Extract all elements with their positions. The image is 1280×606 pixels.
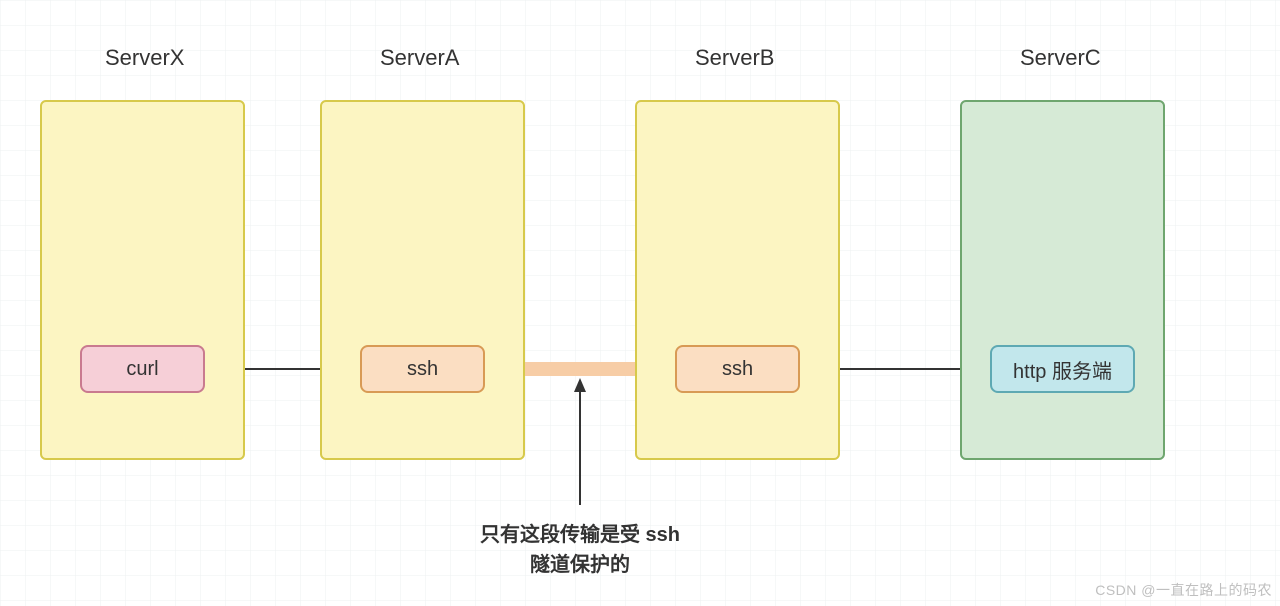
- server-a-label: ServerA: [380, 45, 459, 71]
- server-b-label: ServerB: [695, 45, 774, 71]
- diagram-canvas: ServerX ServerA ServerB ServerC curl ssh…: [0, 0, 1280, 606]
- server-c-label: ServerC: [1020, 45, 1101, 71]
- ssh-a-box: ssh: [360, 345, 485, 393]
- server-a-box: [320, 100, 525, 460]
- curl-label: curl: [126, 358, 158, 381]
- ssh-a-label: ssh: [407, 358, 438, 381]
- tunnel-note-line1: 只有这段传输是受 ssh: [480, 520, 680, 550]
- watermark: CSDN @一直在路上的码农: [1095, 580, 1272, 600]
- server-b-box: [635, 100, 840, 460]
- ssh-b-box: ssh: [675, 345, 800, 393]
- http-box: http 服务端: [990, 345, 1135, 393]
- curl-box: curl: [80, 345, 205, 393]
- server-c-box: [960, 100, 1165, 460]
- tunnel-note-line2: 隧道保护的: [480, 550, 680, 580]
- http-label: http 服务端: [1013, 355, 1112, 384]
- tunnel-note: 只有这段传输是受 ssh 隧道保护的: [480, 520, 680, 580]
- server-x-label: ServerX: [105, 45, 184, 71]
- ssh-b-label: ssh: [722, 358, 753, 381]
- server-x-box: [40, 100, 245, 460]
